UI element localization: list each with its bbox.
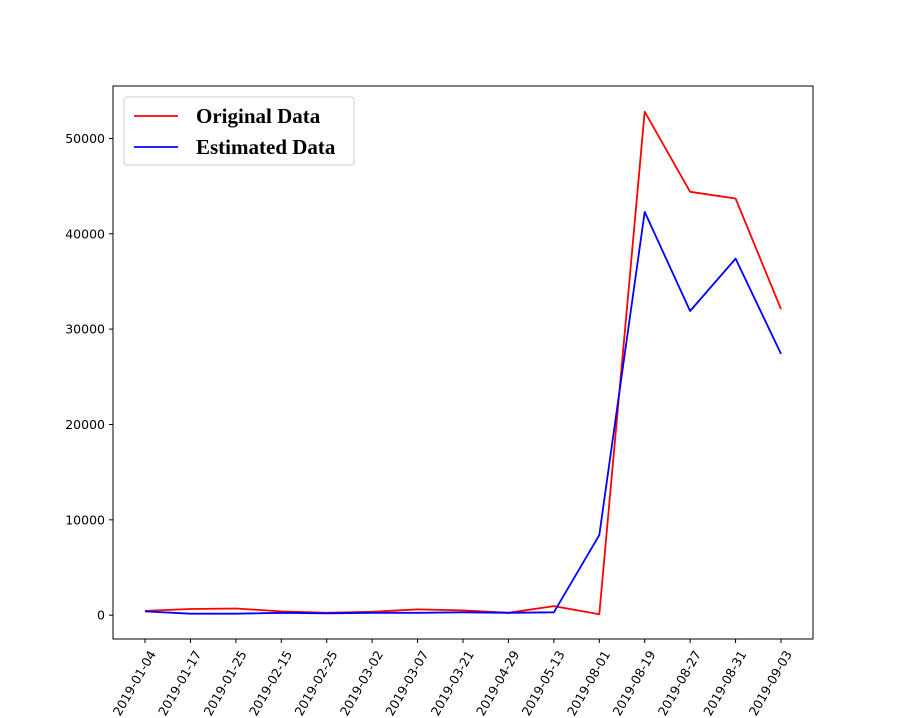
- y-tick-label: 50000: [65, 131, 105, 146]
- x-tick-label: 2019-09-03: [746, 648, 795, 718]
- y-tick-label: 20000: [65, 417, 105, 432]
- x-tick-label: 2019-01-04: [110, 648, 159, 718]
- x-tick-label: 2019-02-25: [291, 648, 340, 718]
- legend: Original Data Estimated Data: [123, 96, 355, 166]
- series-line-0: [144, 110, 782, 616]
- x-tick-label: 2019-08-01: [564, 648, 613, 718]
- y-tick-label: 40000: [65, 226, 105, 241]
- legend-box: [123, 96, 355, 166]
- x-tick-label: 2019-04-29: [473, 648, 522, 718]
- x-axis: 2019-01-042019-01-172019-01-252019-02-15…: [110, 639, 795, 718]
- x-tick-label: 2019-02-15: [246, 648, 295, 718]
- x-tick-label: 2019-03-07: [382, 648, 431, 718]
- x-tick-label: 2019-08-19: [609, 648, 658, 718]
- legend-label-estimated: Estimated Data: [196, 135, 336, 159]
- x-tick-label: 2019-03-21: [428, 648, 477, 718]
- series-line-1: [144, 210, 782, 615]
- series-layer: [144, 110, 782, 616]
- y-axis: 0 10000 20000 30000 40000 50000: [65, 131, 113, 623]
- y-tick-label: 0: [97, 608, 105, 623]
- x-tick-label: 2019-01-17: [155, 648, 204, 718]
- legend-label-original: Original Data: [196, 104, 321, 128]
- x-tick-label: 2019-08-31: [700, 648, 749, 718]
- y-tick-label: 30000: [65, 322, 105, 337]
- x-tick-label: 2019-08-27: [655, 648, 704, 718]
- x-tick-label: 2019-05-13: [518, 648, 567, 718]
- x-tick-label: 2019-03-02: [337, 648, 386, 718]
- x-tick-label: 2019-01-25: [200, 648, 249, 718]
- y-tick-label: 10000: [65, 512, 105, 527]
- plot-frame: [112, 85, 814, 640]
